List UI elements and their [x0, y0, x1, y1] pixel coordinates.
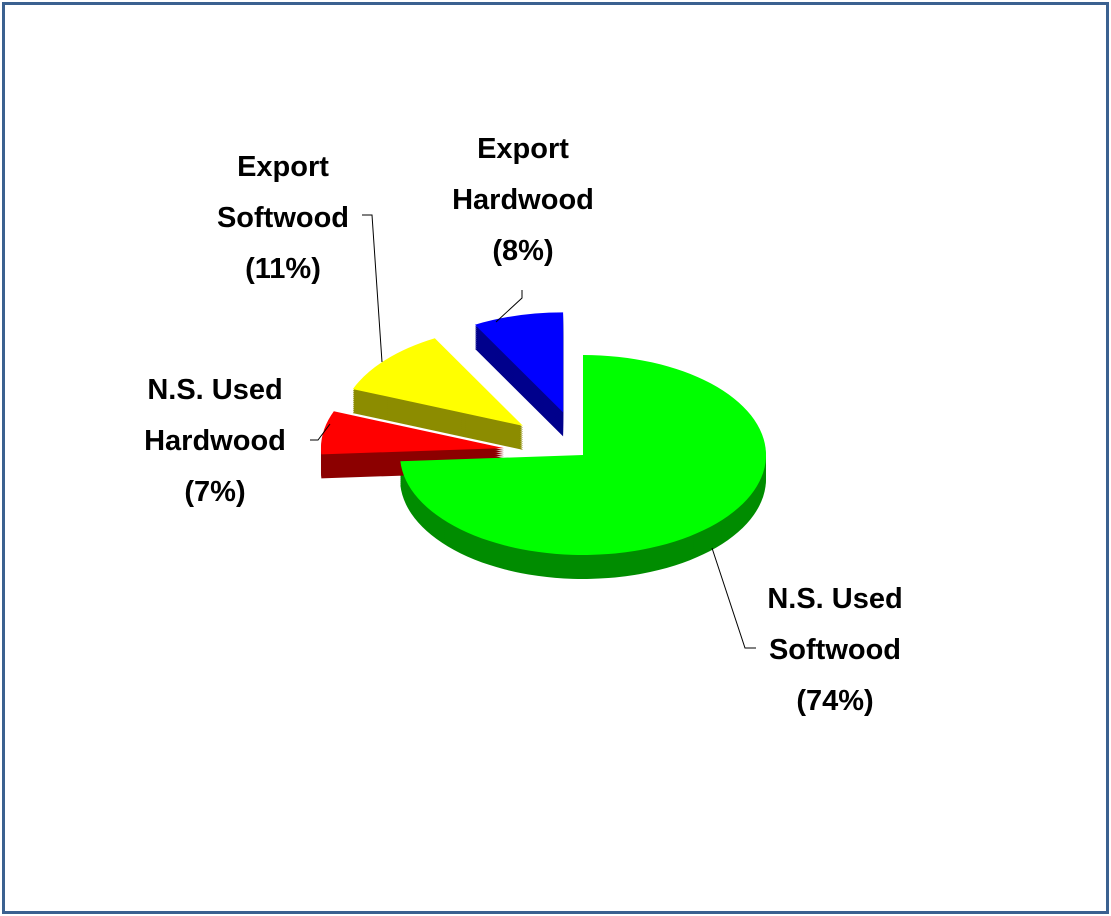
data-label: N.S. Used Softwood (74%) [735, 574, 935, 727]
category-label: Export Softwood [216, 151, 350, 234]
slice [352, 338, 523, 426]
value-label: (7%) [184, 476, 246, 508]
leader-line [711, 547, 756, 649]
leader-line [362, 214, 383, 363]
value-label: (74%) [796, 685, 874, 717]
leader-line [310, 423, 331, 441]
data-label: Export Hardwood (8%) [423, 124, 623, 277]
category-label: N.S. Used Softwood [767, 583, 903, 666]
slice [320, 411, 504, 455]
value-label: (11%) [245, 253, 321, 285]
category-label: Export Hardwood [452, 133, 594, 216]
value-label: (8%) [492, 235, 554, 267]
slice [474, 312, 564, 413]
leader-line [495, 290, 523, 323]
slice [400, 355, 767, 555]
data-label: N.S. Used Hardwood (7%) [115, 365, 315, 518]
category-label: N.S. Used Hardwood [144, 374, 286, 457]
data-label: Export Softwood (11%) [183, 142, 383, 295]
